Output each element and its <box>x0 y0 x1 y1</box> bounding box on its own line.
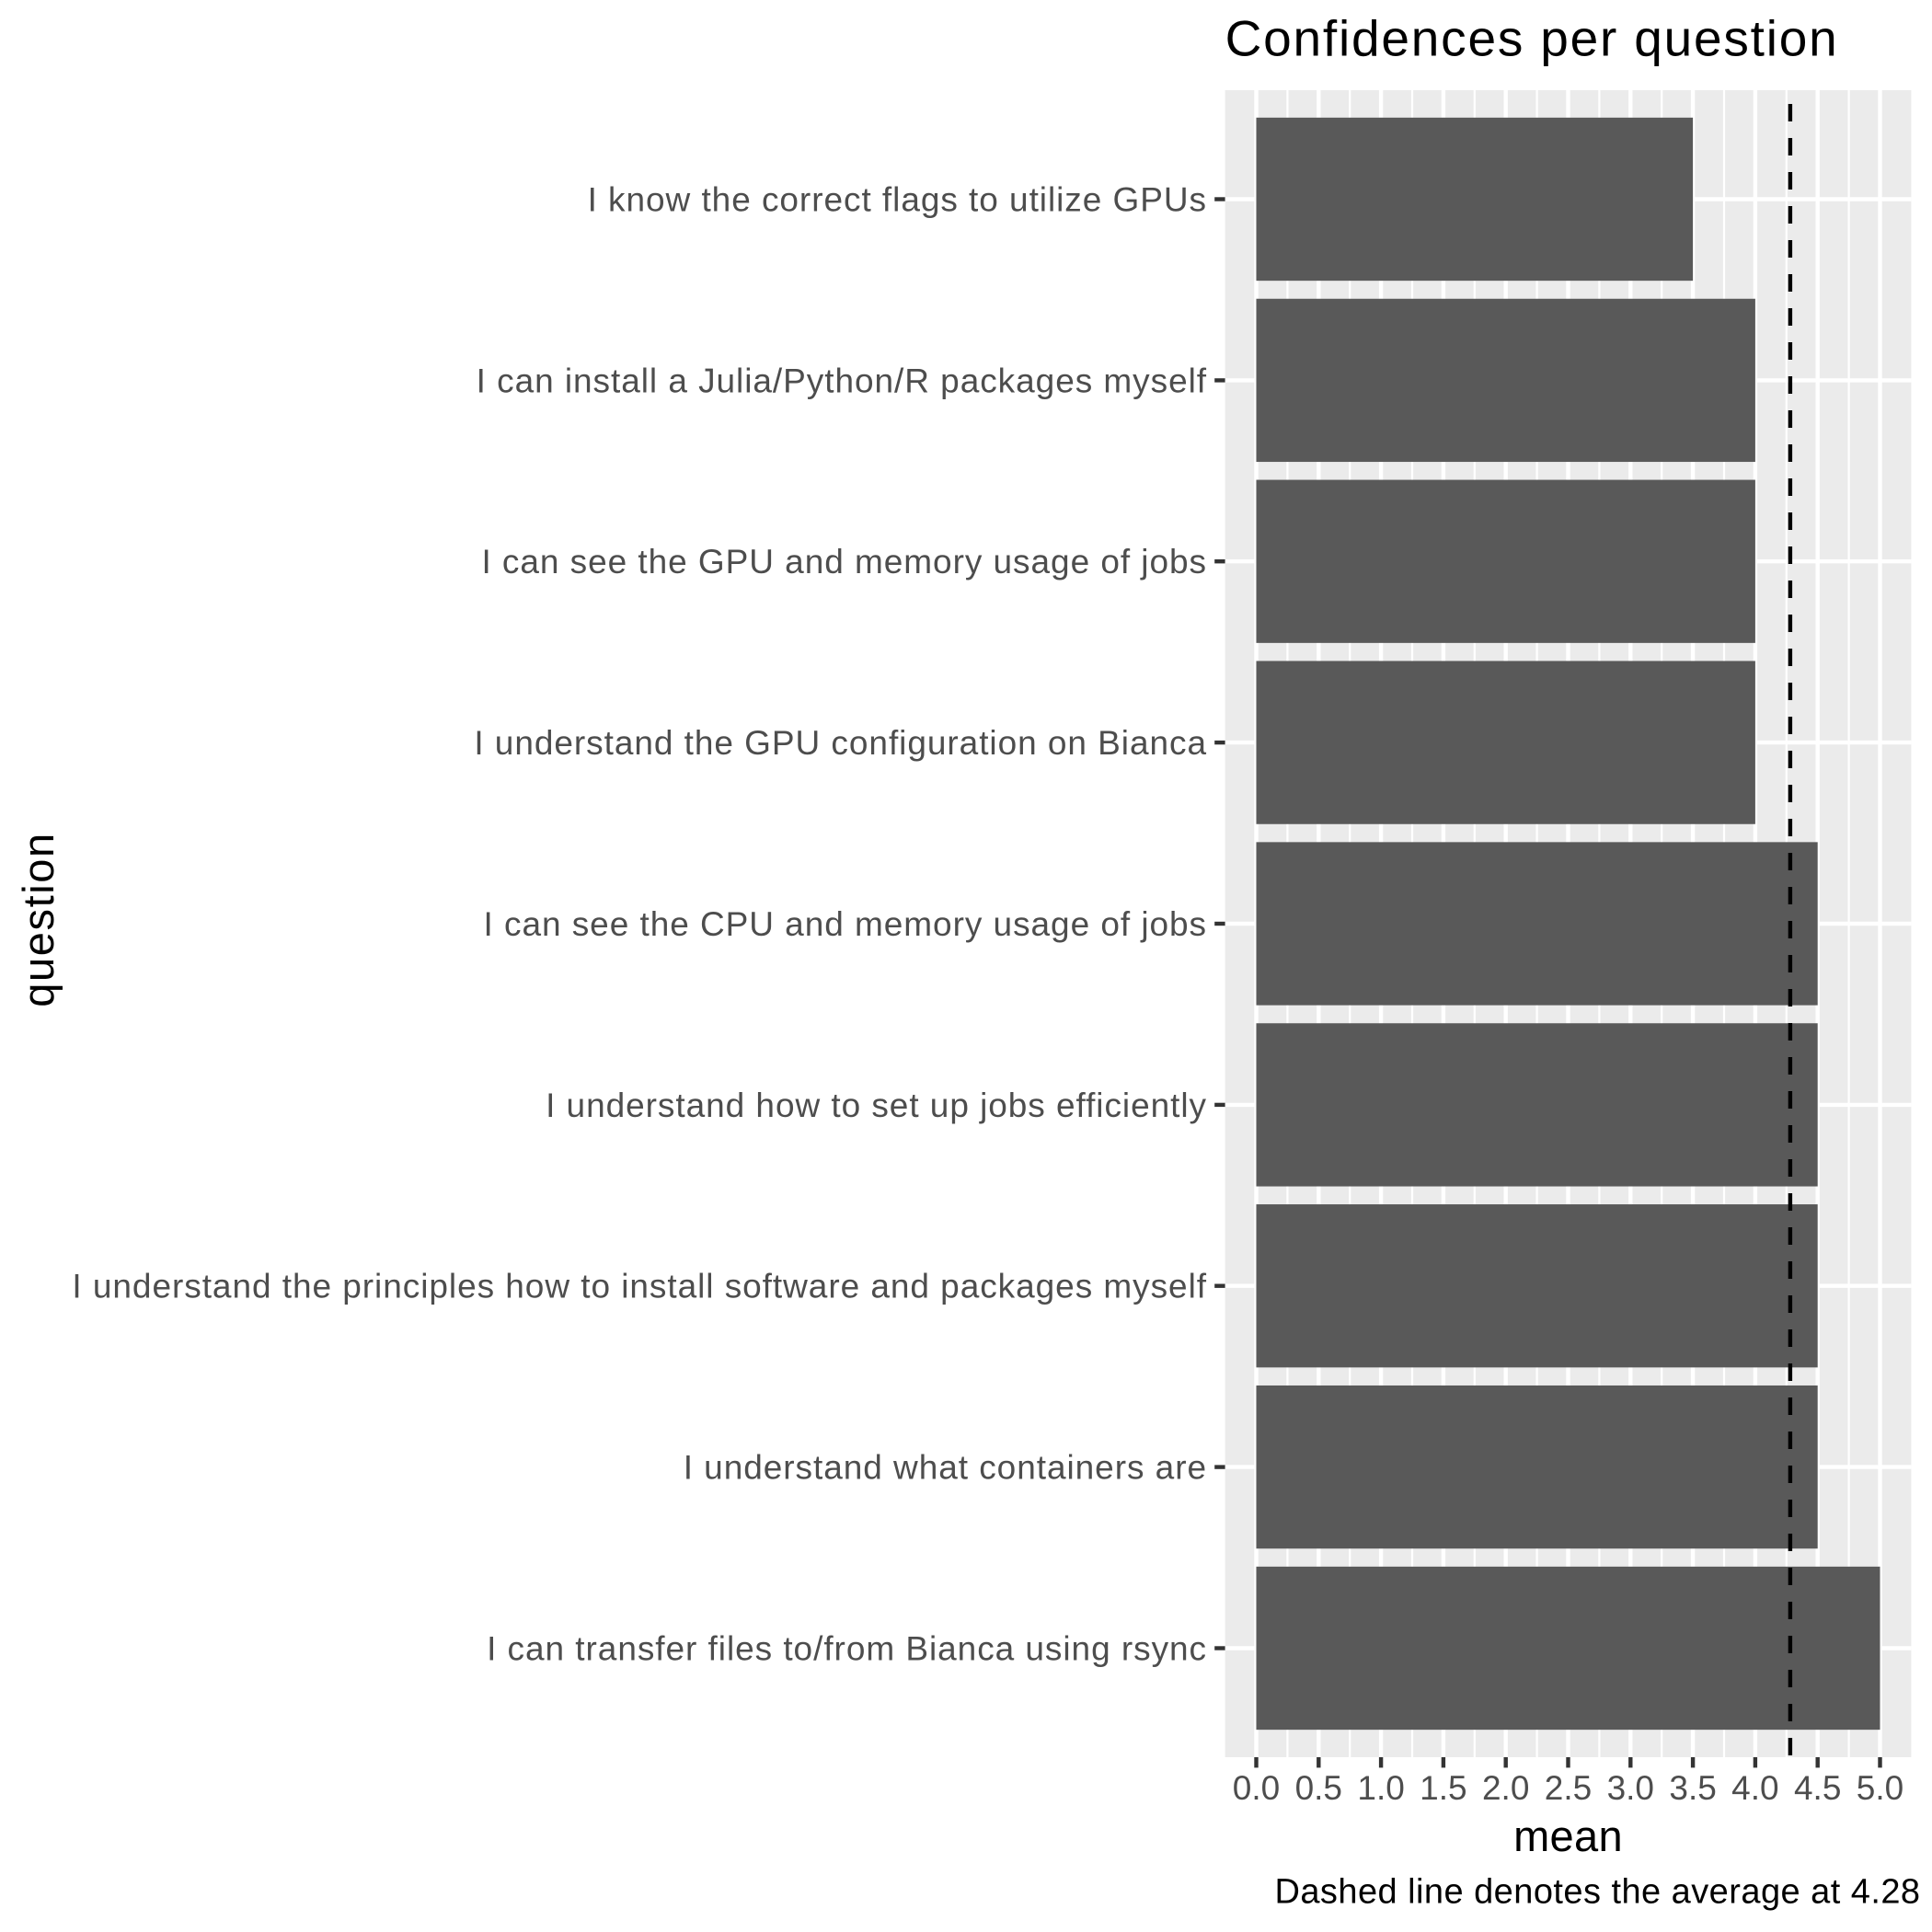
svg-text:Confidences per question: Confidences per question <box>1225 10 1839 67</box>
svg-text:I understand the GPU configura: I understand the GPU configuration on Bi… <box>474 724 1207 762</box>
svg-text:I can see the GPU and memory u: I can see the GPU and memory usage of jo… <box>481 543 1207 581</box>
svg-text:1.0: 1.0 <box>1357 1769 1404 1807</box>
svg-text:4.5: 4.5 <box>1794 1769 1841 1807</box>
svg-text:1.5: 1.5 <box>1420 1769 1466 1807</box>
svg-text:3.5: 3.5 <box>1669 1769 1716 1807</box>
svg-text:I can see the CPU and memory u: I can see the CPU and memory usage of jo… <box>484 905 1207 943</box>
svg-text:2.0: 2.0 <box>1482 1769 1529 1807</box>
svg-text:I understand the principles ho: I understand the principles how to insta… <box>72 1268 1207 1305</box>
svg-text:question: question <box>14 832 63 1007</box>
svg-text:2.5: 2.5 <box>1545 1769 1592 1807</box>
svg-text:I can transfer files to/from B: I can transfer files to/from Bianca usin… <box>487 1630 1207 1668</box>
svg-text:Dashed line denotes the averag: Dashed line denotes the average at 4.28 <box>1274 1873 1920 1912</box>
svg-text:0.0: 0.0 <box>1233 1769 1280 1807</box>
svg-text:I understand how to set up job: I understand how to set up jobs efficien… <box>546 1087 1207 1124</box>
svg-text:I understand what containers a: I understand what containers are <box>684 1449 1207 1487</box>
svg-text:mean: mean <box>1513 1811 1623 1860</box>
svg-text:I know the correct flags to ut: I know the correct flags to utilize GPUs <box>588 181 1207 219</box>
svg-text:4.0: 4.0 <box>1731 1769 1778 1807</box>
svg-text:3.0: 3.0 <box>1607 1769 1654 1807</box>
svg-text:5.0: 5.0 <box>1857 1769 1903 1807</box>
svg-text:I can install a Julia/Python/R: I can install a Julia/Python/R packages … <box>477 362 1207 399</box>
svg-text:0.5: 0.5 <box>1295 1769 1342 1807</box>
